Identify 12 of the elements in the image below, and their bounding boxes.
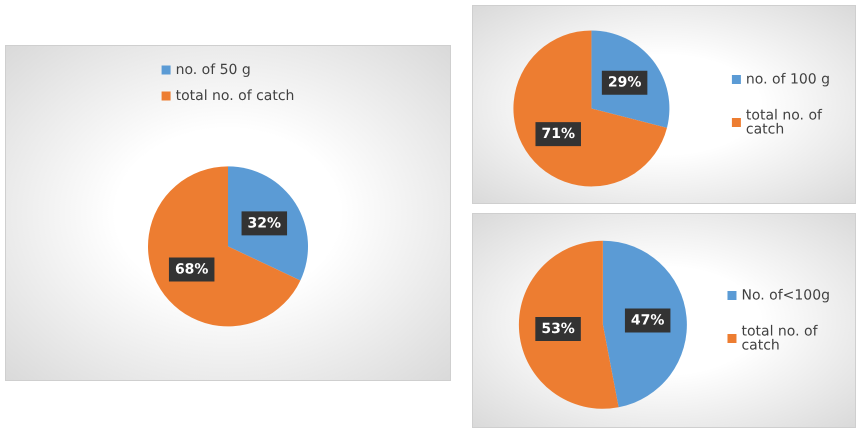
data-label: 68% [174, 261, 208, 278]
data-label: 53% [541, 320, 575, 337]
legend-label: no. of 100 g [746, 72, 830, 88]
legend-label: no. of 50 g [176, 62, 251, 78]
data-label: 29% [608, 74, 642, 91]
data-label: 47% [630, 312, 664, 329]
legend-label: total no. of catch [176, 88, 294, 104]
data-label: 32% [248, 215, 282, 232]
legend-label: total no. of catch [746, 108, 826, 138]
data-label: 71% [541, 126, 575, 142]
legend-label: No. of<100g [741, 288, 830, 304]
legend-label: total no. of catch [741, 324, 822, 354]
